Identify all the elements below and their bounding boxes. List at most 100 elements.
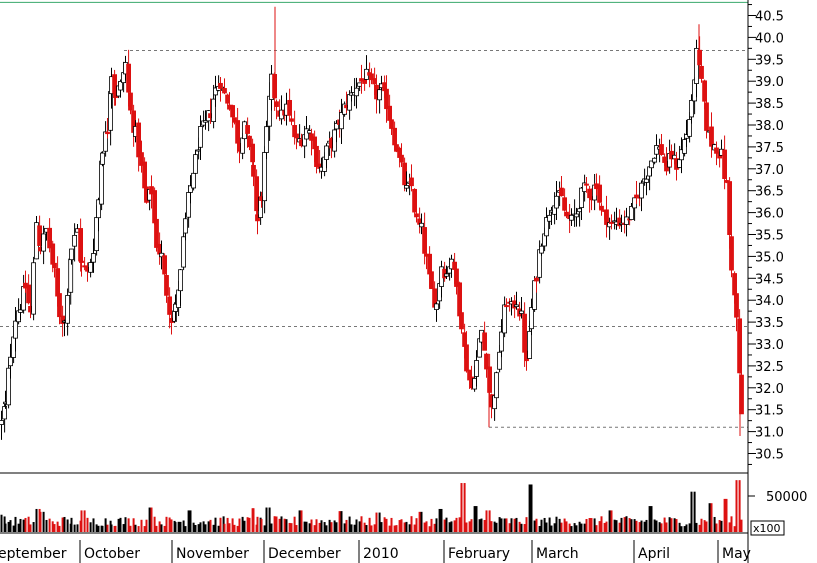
volume-bar — [24, 517, 27, 532]
volume-bar — [45, 519, 48, 532]
volume-bar — [423, 522, 426, 532]
candle-body — [409, 177, 414, 187]
candle-body — [389, 119, 394, 129]
volume-bar — [665, 522, 668, 532]
candle-body — [274, 101, 279, 107]
volume-bar — [388, 525, 391, 532]
candle-body — [218, 82, 223, 89]
candle-body — [230, 105, 236, 118]
volume-bar — [595, 525, 598, 532]
volume-bar — [288, 522, 291, 532]
volume-bar — [385, 518, 388, 532]
candle-body — [334, 123, 339, 130]
volume-bar — [117, 518, 120, 532]
volume-bar — [523, 524, 526, 532]
candle-body — [727, 181, 732, 235]
candle-body — [697, 49, 702, 66]
volume-bar — [83, 510, 86, 532]
volume-bar — [473, 506, 476, 532]
candle-body — [126, 63, 131, 93]
volume-bar — [12, 525, 15, 532]
volume-bar — [285, 519, 288, 532]
reference-lines — [0, 1, 748, 428]
volume-bar — [608, 510, 611, 532]
volume-bar — [265, 507, 268, 532]
volume-bar — [488, 510, 491, 532]
candle-body — [193, 154, 198, 174]
volume-bar — [515, 517, 518, 532]
price-tick-label: 34.5 — [755, 272, 784, 287]
volume-bar — [620, 517, 623, 532]
candle-body — [191, 172, 197, 189]
candle-body — [649, 160, 654, 169]
price-tick-label: 32.0 — [755, 382, 784, 397]
volume-bar — [155, 525, 158, 532]
candle-body — [482, 332, 488, 351]
volume-bar — [333, 520, 336, 532]
candle-body — [139, 152, 144, 166]
volume-bar — [593, 518, 596, 532]
candle-body — [26, 284, 32, 304]
volume-bar — [628, 518, 631, 532]
candle-body — [497, 351, 503, 370]
volume-bar — [106, 524, 109, 532]
volume-bar — [633, 519, 636, 532]
candle-body — [694, 47, 699, 84]
volume-bar — [214, 517, 217, 532]
candle-body — [369, 73, 374, 81]
volume-bar — [143, 526, 146, 532]
volume-bar — [86, 517, 89, 532]
volume-bar — [640, 520, 643, 532]
candle-body — [454, 268, 459, 287]
price-panel — [0, 1, 748, 440]
volume-bar — [703, 520, 706, 532]
volume-bar — [345, 519, 348, 532]
volume-bar — [310, 519, 313, 532]
candle-body — [254, 176, 260, 212]
volume-bar — [76, 524, 79, 532]
candle-body — [47, 227, 52, 249]
candle-body — [88, 262, 93, 273]
volume-bar — [623, 517, 626, 532]
candle-body — [414, 213, 419, 218]
volume-bar — [95, 524, 98, 532]
candle-body — [57, 293, 62, 318]
candle-body — [429, 271, 434, 290]
price-tick-label: 31.0 — [755, 426, 784, 441]
candle-body — [434, 303, 439, 310]
volume-bar — [179, 521, 182, 532]
volume-bar — [505, 518, 508, 532]
volume-bar — [70, 517, 73, 532]
volume-bar — [320, 520, 323, 532]
candle-body — [689, 100, 694, 118]
candle-body — [709, 126, 714, 147]
volume-bar — [503, 518, 506, 532]
candle-body — [72, 234, 77, 247]
volume-bar — [202, 521, 205, 532]
candle-body — [2, 406, 7, 420]
volume-bar — [73, 524, 76, 532]
volume-bar — [4, 523, 7, 532]
price-tick-label: 34.0 — [755, 294, 784, 309]
candle-body — [579, 187, 584, 209]
volume-bar — [708, 503, 711, 532]
volume-bar — [680, 526, 683, 532]
volume-bar — [678, 522, 681, 532]
price-tick-label: 35.0 — [755, 250, 784, 265]
candles — [0, 6, 744, 440]
volume-bar — [192, 522, 195, 532]
volume-bar — [433, 523, 436, 532]
volume-bar — [184, 526, 187, 532]
candle-body — [584, 183, 589, 186]
volume-bar — [465, 522, 468, 532]
volume-bar — [278, 518, 281, 532]
candle-body — [634, 194, 639, 198]
volume-bar — [715, 523, 718, 532]
volume-bar — [550, 525, 553, 532]
volume-bar — [223, 523, 226, 532]
price-tick-label: 40.5 — [755, 10, 784, 25]
volume-bar — [348, 516, 351, 532]
volume-bar — [305, 521, 308, 532]
volume-bar — [658, 522, 661, 532]
